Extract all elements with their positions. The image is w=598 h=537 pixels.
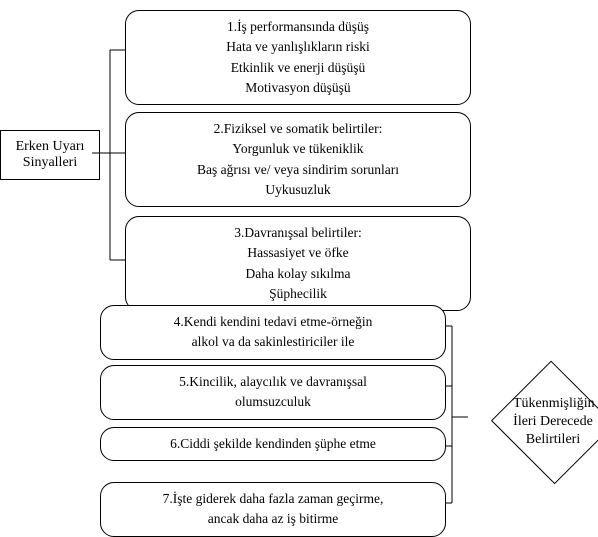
right-label-line1: Tükenmişliğin [513, 396, 595, 411]
right-label-line3: Belirtileri [526, 432, 580, 447]
box5-line2: olumsuzculuk [235, 394, 311, 409]
box3-line3: Daha kolay sıkılma [246, 266, 351, 281]
box1-line4: Motivasyon düşüşü [245, 80, 350, 95]
box2-line4: Uykusuzluk [265, 182, 330, 197]
box2-line1: 2.Fiziksel ve somatik belirtiler: [214, 121, 383, 136]
left-label-line2: Sinyalleri [23, 155, 77, 170]
box1-line3: Etkinlik ve enerji düşüşü [231, 60, 366, 75]
right-category-label: Tükenmişliğin İleri Derecede Belirtileri [491, 361, 598, 484]
left-label-line1: Erken Uyarı [16, 139, 85, 154]
box-1: 1.İş performansında düşüş Hata ve yanlış… [125, 10, 471, 105]
left-category-label: Erken Uyarı Sinyalleri [0, 130, 100, 180]
box-7: 7.İşte giderek daha fazla zaman geçirme,… [100, 482, 446, 537]
box-2: 2.Fiziksel ve somatik belirtiler: Yorgun… [125, 112, 471, 207]
box3-line4: Şüphecilik [269, 286, 327, 301]
box-6: 6.Ciddi şekilde kendinden şüphe etme [100, 427, 446, 461]
box3-line1: 3.Davranışsal belirtiler: [234, 225, 361, 240]
box1-line2: Hata ve yanlışlıkların riski [226, 39, 370, 54]
box2-line3: Baş ağrısı ve/ veya sindirim sorunları [197, 162, 399, 177]
box3-line2: Hassasiyet ve öfke [247, 245, 348, 260]
box5-line1: 5.Kincilik, alaycılık ve davranışsal [179, 374, 367, 389]
box-5: 5.Kincilik, alaycılık ve davranışsal olu… [100, 365, 446, 420]
box6-line1: 6.Ciddi şekilde kendinden şüphe etme [170, 436, 376, 451]
box1-line1: 1.İş performansında düşüş [227, 19, 369, 34]
box-4: 4.Kendi kendini tedavi etme-örneğin alko… [100, 305, 446, 360]
box7-line1: 7.İşte giderek daha fazla zaman geçirme, [163, 491, 384, 506]
box7-line2: ancak daha az iş bitirme [208, 511, 338, 526]
box-3: 3.Davranışsal belirtiler: Hassasiyet ve … [125, 216, 471, 311]
box4-line2: alkol va da sakinlestiriciler ile [192, 334, 355, 349]
box4-line1: 4.Kendi kendini tedavi etme-örneğin [174, 314, 373, 329]
box2-line2: Yorgunluk ve tükeniklik [232, 141, 363, 156]
right-label-line2: İleri Derecede [513, 414, 593, 429]
